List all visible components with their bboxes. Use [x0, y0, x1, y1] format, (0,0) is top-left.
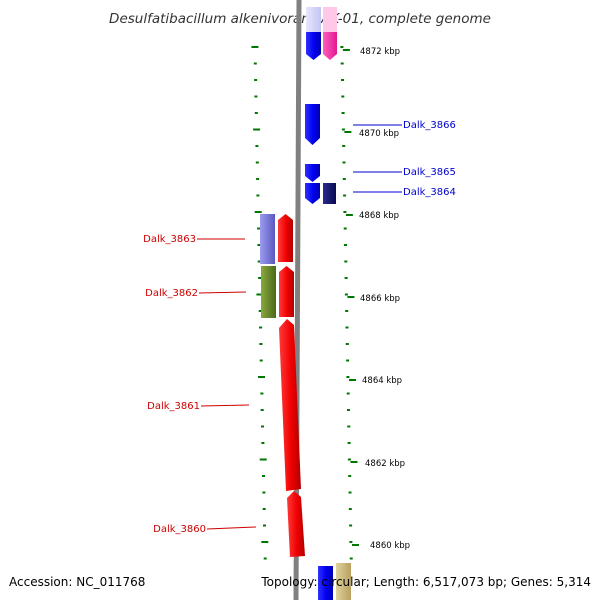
- forward-strand-tick-column: [340, 46, 353, 560]
- scale-label-4870: 4870 kbp: [359, 129, 399, 139]
- gene-arrow-dalk-3865[interactable]: [305, 164, 320, 182]
- pink-gene-arrow[interactable]: [323, 32, 337, 60]
- gene-arrow-dalk-3862[interactable]: [279, 266, 294, 317]
- leader-line-dalk-3861: [200, 404, 250, 407]
- scale-label-4864: 4864 kbp: [362, 376, 402, 386]
- lavender-gene-block[interactable]: [306, 7, 321, 32]
- scale-label-4872: 4872 kbp: [360, 47, 400, 57]
- blue-gene-block-bottom[interactable]: [318, 566, 333, 600]
- gene-arrow-dalk-3861[interactable]: [279, 319, 301, 491]
- gene-label-dalk-3866[interactable]: Dalk_3866: [403, 120, 456, 131]
- gene-label-dalk-3864[interactable]: Dalk_3864: [403, 187, 456, 198]
- scale-label-4868: 4868 kbp: [359, 211, 399, 221]
- gene-label-dalk-3863[interactable]: Dalk_3863: [143, 234, 196, 245]
- gene-arrow-dalk-3860[interactable]: [287, 491, 305, 557]
- leader-line-dalk-3862: [198, 291, 247, 294]
- leader-line-dalk-3860: [206, 526, 257, 530]
- navy-gene-block[interactable]: [323, 183, 336, 204]
- scale-label-4862: 4862 kbp: [365, 459, 405, 469]
- gene-label-dalk-3860[interactable]: Dalk_3860: [153, 524, 206, 535]
- gene-arrow-dalk-3864[interactable]: [305, 183, 320, 204]
- scale-label-4860: 4860 kbp: [370, 541, 410, 551]
- scale-label-4866: 4866 kbp: [360, 294, 400, 304]
- scale-major-ticks: [342, 49, 359, 546]
- gene-arrow-dalk-3866[interactable]: [305, 104, 320, 145]
- gene-label-dalk-3861[interactable]: Dalk_3861: [147, 401, 200, 412]
- blue-gene-arrow-top[interactable]: [306, 32, 321, 60]
- genome-summary-text: Topology: circular; Length: 6,517,073 bp…: [260, 575, 591, 589]
- gene-arrow-dalk-3863[interactable]: [278, 214, 293, 262]
- purple-gene-block[interactable]: [260, 214, 275, 264]
- gene-label-dalk-3862[interactable]: Dalk_3862: [145, 288, 198, 299]
- pink-gene-block-light[interactable]: [323, 7, 337, 32]
- tan-gene-block-bottom[interactable]: [336, 563, 351, 600]
- gene-label-dalk-3865[interactable]: Dalk_3865: [403, 167, 456, 178]
- olive-gene-block[interactable]: [261, 266, 276, 318]
- accession-text: Accession: NC_011768: [9, 575, 145, 589]
